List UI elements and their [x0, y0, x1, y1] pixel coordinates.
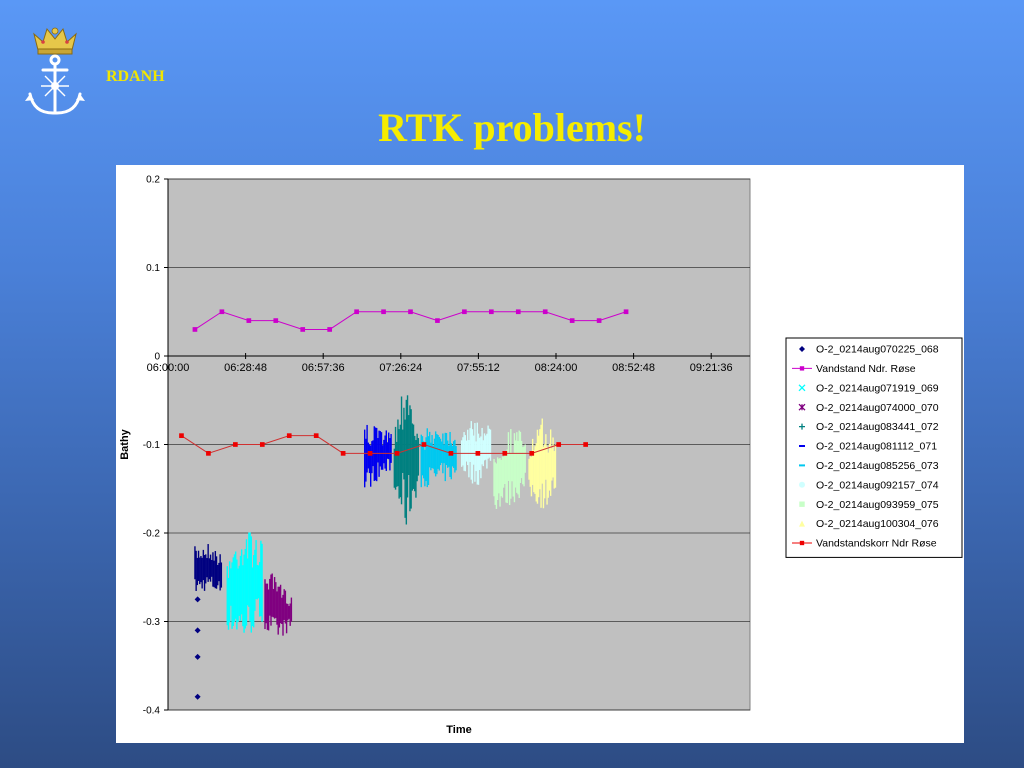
- series-1-point: [246, 318, 252, 323]
- x-tick-label: 07:55:12: [457, 362, 500, 374]
- series-10-point: [583, 442, 588, 447]
- series-1-point: [488, 309, 494, 315]
- slide-title: RTK problems!: [378, 105, 646, 150]
- series-1-point: [462, 309, 467, 315]
- legend-label: O-2_0214aug071919_069: [816, 382, 939, 394]
- y-tick-label: 0.2: [146, 175, 160, 186]
- y-tick-label: 0: [154, 352, 160, 363]
- y-tick-label: 0.1: [146, 263, 160, 274]
- series-10-line: [181, 435, 586, 454]
- series-10-point: [394, 451, 400, 456]
- x-tick-label: 07:26:24: [379, 362, 422, 374]
- legend-swatch: [799, 423, 805, 430]
- series-10-point: [502, 451, 508, 456]
- series-10-point: [448, 451, 454, 456]
- series-1-point: [596, 318, 602, 323]
- series-0-outlier: [194, 653, 201, 660]
- series-10-point: [179, 433, 184, 438]
- legend-label: O-2_0214aug092157_074: [816, 479, 939, 491]
- legend-label: Vandstandskorr Ndr Røse: [816, 538, 937, 550]
- legend-label: Vandstand Ndr. Røse: [816, 363, 916, 375]
- y-tick-label: -0.4: [143, 706, 161, 717]
- legend-swatch: [798, 403, 806, 411]
- y-axis-title: Bathy: [119, 428, 131, 459]
- series-0-outlier: [194, 596, 201, 603]
- legend-swatch: [799, 366, 805, 371]
- series-10-point: [286, 433, 292, 438]
- legend-swatch: [798, 384, 806, 392]
- legend-swatch: [799, 520, 805, 527]
- x-tick-label: 06:57:36: [302, 362, 345, 374]
- y-tick-label: -0.3: [143, 617, 161, 628]
- series-0-outlier: [194, 693, 201, 700]
- series-1-point: [381, 309, 386, 315]
- series-10-point: [313, 433, 319, 438]
- series-10-point: [206, 451, 211, 456]
- legend-swatch: [799, 540, 805, 546]
- series-1-point: [300, 327, 306, 332]
- legend-label: O-2_0214aug083441_072: [816, 421, 939, 433]
- series-10-point: [233, 442, 238, 447]
- series-1-point: [623, 309, 629, 315]
- y-tick-label: -0.2: [143, 529, 161, 540]
- series-10-point: [529, 451, 535, 456]
- legend-swatch: [799, 346, 805, 352]
- series-10-point: [475, 451, 481, 456]
- legend-box: [785, 337, 963, 558]
- bathy-chart: 0.20.10-0.1-0.2-0.3-0.406:00:00 06:28:48 0…: [119, 175, 963, 736]
- series-1-point: [515, 309, 521, 315]
- x-tick-label: 08:52:48: [612, 362, 655, 374]
- crown-anchor-icon: [25, 27, 85, 115]
- legend-label: O-2_0214aug085256_073: [816, 460, 939, 472]
- x-axis-title: Time: [446, 724, 471, 736]
- series-10-point: [421, 442, 427, 447]
- series-1-point: [435, 318, 440, 323]
- x-tick-label: 08:24:00: [535, 362, 578, 374]
- legend-swatch: [799, 481, 805, 488]
- legend-label: O-2_0214aug070225_068: [816, 344, 939, 356]
- legend-swatch: [799, 501, 805, 507]
- series-1-point: [542, 309, 548, 315]
- series-10-point: [259, 442, 265, 447]
- series-1-point: [327, 327, 333, 332]
- org-name: RDANH: [106, 68, 165, 85]
- series-1-point: [219, 309, 225, 315]
- legend-label: O-2_0214aug093959_075: [816, 499, 939, 511]
- series-1-point: [569, 318, 575, 323]
- legend-label: O-2_0214aug074000_070: [816, 402, 939, 414]
- x-tick-label: 06:28:48: [224, 362, 267, 374]
- y-tick-label: -0.1: [143, 440, 161, 451]
- series-10-point: [556, 442, 562, 447]
- series-10-point: [367, 451, 373, 456]
- series-1-point: [354, 309, 359, 315]
- legend-label: O-2_0214aug100304_076: [816, 518, 939, 530]
- series-0-outlier: [194, 627, 201, 634]
- x-tick-label: 09:21:36: [690, 362, 733, 374]
- series-1-point: [273, 318, 279, 323]
- series-1-point: [192, 327, 198, 332]
- rdanh-logo: [22, 24, 88, 120]
- series-1-point: [408, 309, 413, 315]
- legend-label: O-2_0214aug081112_071: [816, 441, 937, 453]
- chart-panel: 0.2 0.1 0 -0.1 -0.2 -0.3 -0.4 06:00:00 06:28:48 0…: [116, 165, 964, 743]
- series-10-point: [340, 451, 346, 456]
